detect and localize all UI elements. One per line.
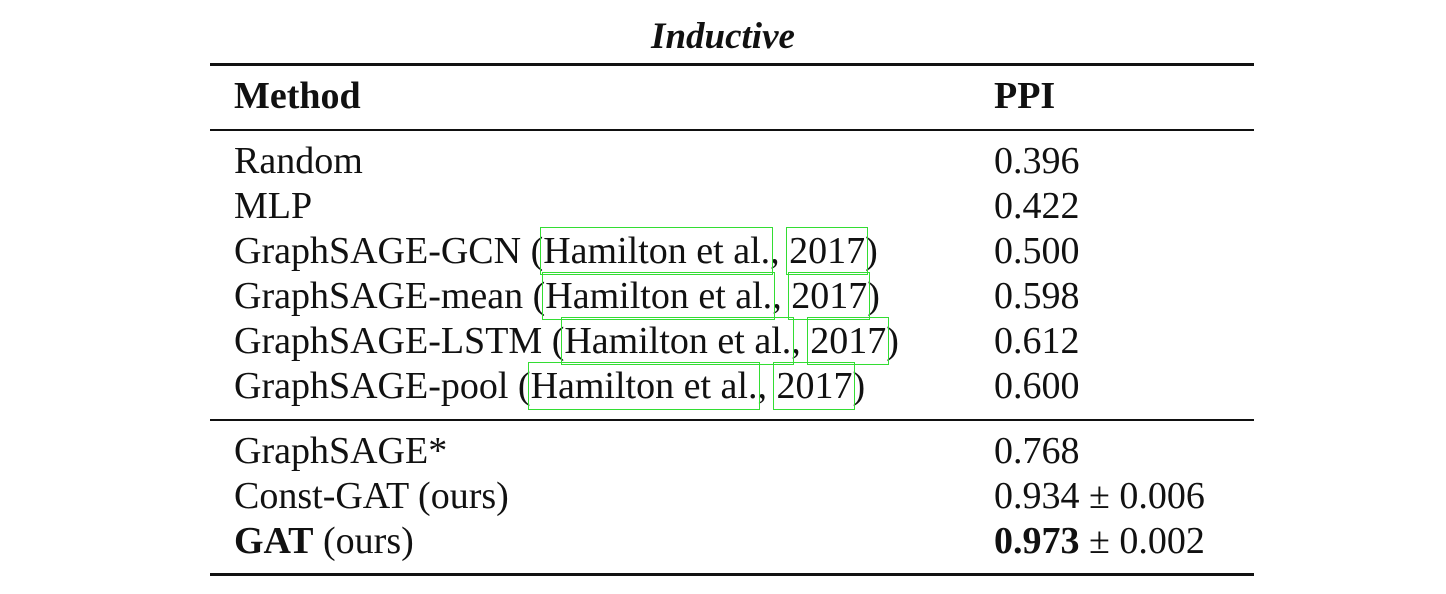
header-cell: Method: [234, 75, 361, 117]
top-rule: [210, 63, 1254, 66]
table-title: Inductive: [651, 16, 795, 57]
method-cell: Random: [234, 139, 363, 183]
method-cell: GraphSAGE-pool (Hamilton et al., 2017): [234, 362, 866, 410]
ppi-cell: 0.934 ± 0.006: [994, 474, 1205, 518]
ppi-cell: 0.612: [994, 319, 1080, 363]
method-cell: GraphSAGE-GCN (Hamilton et al., 2017): [234, 227, 878, 275]
text: ± 0.002: [1079, 520, 1205, 562]
text: (ours): [313, 520, 414, 562]
citation-link[interactable]: Hamilton et al.: [542, 272, 776, 320]
text: 0.422: [994, 185, 1080, 227]
method-cell: GAT (ours): [234, 519, 414, 563]
ppi-cell: 0.598: [994, 274, 1080, 318]
citation-link[interactable]: 2017: [788, 272, 871, 320]
text: 0.500: [994, 230, 1080, 272]
method-cell: Const-GAT (ours): [234, 474, 509, 518]
text: ): [865, 230, 878, 272]
method-cell: GraphSAGE*: [234, 429, 447, 473]
header-cell: PPI: [994, 75, 1056, 117]
ppi-cell: 0.600: [994, 364, 1080, 408]
bottom-rule: [210, 573, 1254, 576]
text: ): [886, 320, 899, 362]
text: GraphSAGE-pool (: [234, 365, 531, 407]
method-cell: GraphSAGE-mean (Hamilton et al., 2017): [234, 272, 880, 320]
citation-link[interactable]: 2017: [786, 227, 869, 275]
text: MLP: [234, 185, 313, 227]
text: Random: [234, 140, 363, 182]
text: GAT: [234, 520, 314, 562]
citation-link[interactable]: Hamilton et al.: [561, 317, 795, 365]
text: GraphSAGE-LSTM (: [234, 320, 565, 362]
text: ,: [791, 320, 811, 362]
text: ): [852, 365, 866, 407]
ppi-cell: 0.422: [994, 184, 1080, 228]
method-cell: GraphSAGE-LSTM (Hamilton et al., 2017): [234, 317, 899, 365]
header-rule: [210, 129, 1254, 131]
citation-link[interactable]: 2017: [773, 362, 856, 410]
text: 0.396: [994, 140, 1080, 182]
text: GraphSAGE*: [234, 430, 448, 472]
text: ,: [772, 275, 792, 317]
text: ,: [757, 365, 777, 407]
text: 0.973: [994, 520, 1080, 562]
ppi-cell: 0.500: [994, 229, 1080, 273]
text: Const-GAT (ours): [234, 475, 509, 517]
text: ,: [770, 230, 790, 272]
citation-link[interactable]: Hamilton et al.: [527, 362, 761, 410]
ppi-cell: 0.973 ± 0.002: [994, 519, 1205, 563]
text: 0.598: [994, 275, 1080, 317]
text: 0.612: [994, 320, 1080, 362]
ppi-cell: 0.768: [994, 429, 1080, 473]
citation-link[interactable]: Hamilton et al.: [540, 227, 774, 275]
text: 0.934 ± 0.006: [994, 475, 1205, 517]
citation-link[interactable]: 2017: [807, 317, 890, 365]
text: GraphSAGE-GCN (: [234, 230, 544, 272]
text: 0.600: [994, 365, 1080, 407]
method-cell: MLP: [234, 184, 312, 228]
text: GraphSAGE-mean (: [234, 275, 546, 317]
ppi-cell: 0.396: [994, 139, 1080, 183]
text: ): [867, 275, 880, 317]
text: 0.768: [994, 430, 1080, 472]
group-rule: [210, 419, 1254, 421]
